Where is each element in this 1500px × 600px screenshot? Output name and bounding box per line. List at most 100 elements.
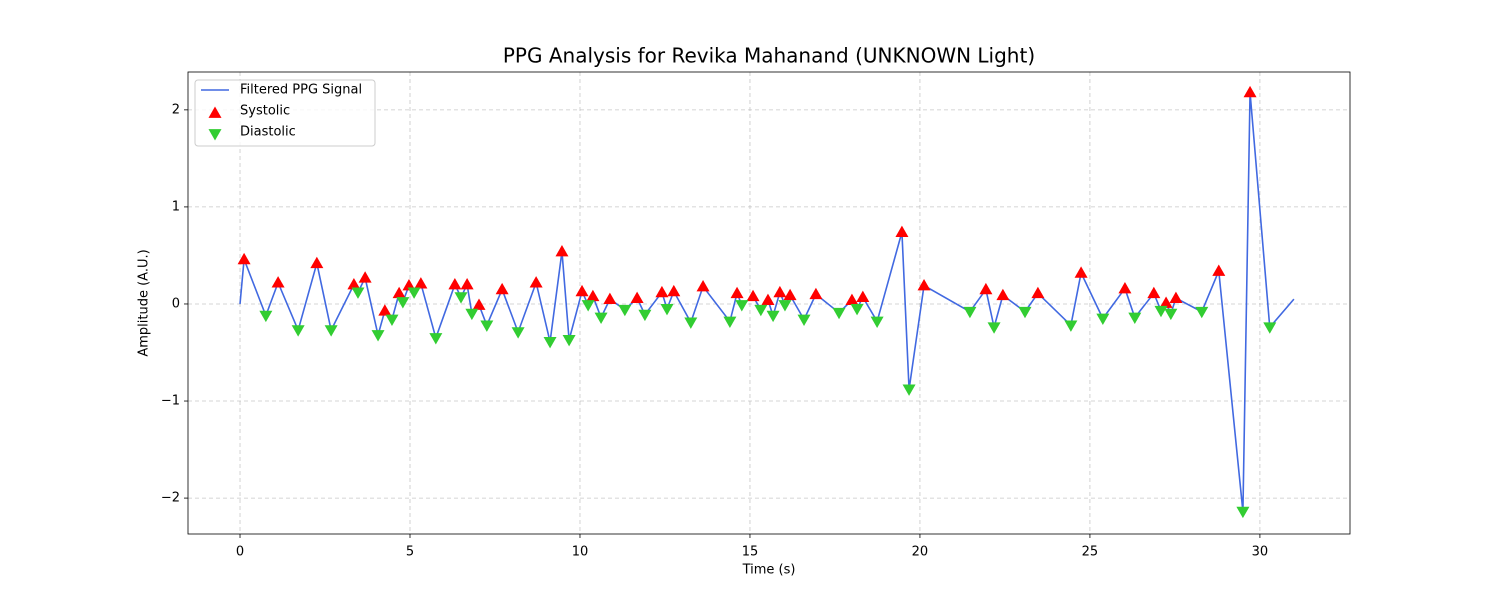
x-tick-label: 20 — [912, 545, 929, 560]
legend-label: Diastolic — [240, 125, 296, 140]
peak-marker — [778, 300, 792, 312]
peak-marker — [371, 330, 385, 342]
peak-marker — [385, 314, 399, 326]
peak-marker — [730, 286, 744, 299]
peak-marker — [310, 256, 324, 269]
peak-marker — [895, 225, 909, 238]
peak-marker — [472, 298, 486, 310]
peak-marker — [603, 292, 617, 304]
peak-marker — [638, 309, 652, 322]
peak-marker — [1212, 264, 1226, 276]
legend-swatch — [208, 106, 222, 118]
peak-marker — [979, 282, 993, 295]
peak-marker — [351, 287, 365, 299]
peak-marker — [237, 252, 251, 265]
x-tick-label: 0 — [236, 545, 244, 560]
peak-marker — [448, 278, 462, 290]
y-tick-label: −2 — [161, 491, 180, 506]
x-tick-label: 15 — [742, 545, 759, 560]
peak-marker — [1164, 308, 1178, 321]
peak-marker — [480, 320, 494, 332]
peak-marker — [902, 384, 916, 396]
peak-marker — [392, 286, 406, 299]
peak-marker — [324, 325, 338, 337]
peak-marker — [1236, 506, 1250, 519]
peak-marker — [856, 290, 870, 303]
peak-marker — [259, 310, 273, 323]
peak-marker — [581, 300, 595, 312]
x-tick-label: 10 — [572, 545, 589, 560]
peak-marker — [845, 293, 859, 305]
x-tick-label: 30 — [1252, 545, 1269, 560]
y-tick-label: −1 — [161, 394, 180, 409]
peak-marker — [761, 293, 775, 305]
peak-marker — [1128, 312, 1142, 325]
y-tick-label: 2 — [172, 102, 180, 117]
peak-marker — [850, 303, 864, 316]
peak-marker — [495, 282, 509, 295]
peak-marker — [987, 322, 1001, 334]
peak-marker — [291, 325, 305, 337]
peak-marker — [543, 336, 557, 349]
peak-marker — [696, 280, 710, 292]
peak-marker — [667, 284, 681, 297]
peak-marker — [996, 288, 1010, 301]
peak-marker — [414, 277, 428, 289]
peak-marker — [618, 304, 632, 317]
plot-frame — [187, 71, 1351, 535]
peak-marker — [454, 292, 468, 304]
peak-marker — [460, 278, 474, 290]
chart-title: PPG Analysis for Revika Mahanand (UNKNOW… — [503, 44, 1035, 68]
peak-marker — [783, 288, 797, 301]
peak-marker — [832, 307, 846, 320]
peak-marker — [773, 285, 787, 298]
peak-marker — [754, 304, 768, 317]
peak-marker — [575, 284, 589, 297]
peak-marker — [1064, 320, 1078, 332]
peak-marker — [809, 287, 823, 300]
peak-marker — [655, 285, 669, 298]
peak-marker — [1263, 322, 1277, 334]
y-axis-label: Amplitude (A.U.) — [137, 249, 152, 356]
peak-marker — [1074, 266, 1088, 278]
peak-marker — [630, 291, 644, 304]
peak-marker — [735, 300, 749, 312]
peak-marker — [1031, 286, 1045, 299]
x-axis-label: Time (s) — [742, 563, 796, 578]
peak-marker — [1118, 281, 1132, 294]
peak-marker — [465, 308, 479, 321]
x-tick-label: 25 — [1082, 545, 1099, 560]
peak-marker — [660, 303, 674, 316]
peak-marker — [529, 276, 543, 288]
legend-box — [194, 79, 376, 147]
peak-marker — [1096, 313, 1110, 326]
peak-marker — [271, 276, 285, 288]
peak-marker — [586, 289, 600, 302]
peak-marker — [358, 271, 372, 283]
peak-marker — [1018, 306, 1032, 319]
peak-marker — [746, 289, 760, 302]
legend-label: Filtered PPG Signal — [240, 83, 362, 98]
y-tick-label: 0 — [172, 296, 180, 311]
peak-marker — [429, 333, 443, 345]
peak-marker — [407, 287, 421, 299]
peak-marker — [963, 306, 977, 319]
peak-marker — [378, 304, 392, 316]
peak-marker — [766, 310, 780, 323]
peak-marker — [1243, 85, 1257, 98]
peak-marker — [511, 327, 525, 339]
peak-marker — [684, 317, 698, 329]
peak-marker — [1159, 296, 1173, 308]
legend-swatch — [208, 129, 222, 141]
peak-marker — [347, 278, 361, 290]
peak-marker — [1169, 291, 1183, 304]
peak-marker — [1195, 306, 1209, 319]
peak-marker — [396, 297, 410, 309]
peak-marker — [870, 316, 884, 328]
peak-marker — [1154, 305, 1168, 318]
peak-marker — [555, 245, 569, 257]
peak-marker — [797, 314, 811, 326]
peak-marker — [562, 335, 576, 347]
